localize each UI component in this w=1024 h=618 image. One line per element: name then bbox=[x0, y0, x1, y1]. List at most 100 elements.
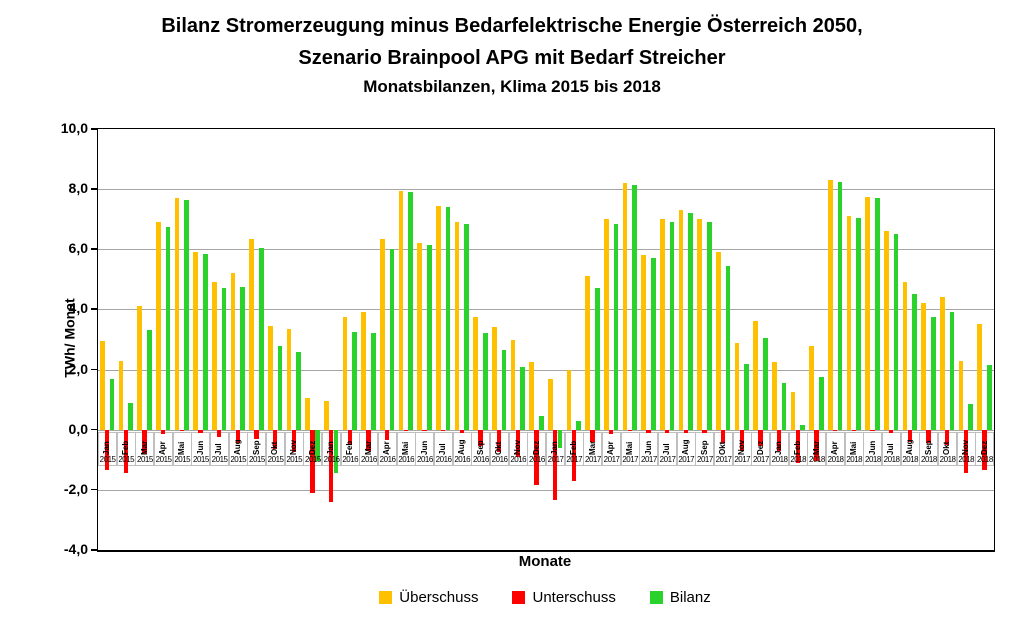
bar-bilanz-3 bbox=[147, 330, 152, 430]
chart-title-line2: Szenario Brainpool APG mit Bedarf Streic… bbox=[298, 47, 726, 69]
x-month-label: Jan bbox=[326, 440, 336, 455]
bar-unterschuss-27 bbox=[590, 429, 595, 442]
x-year-label: 2016 bbox=[398, 454, 415, 464]
x-year-label: 2018 bbox=[790, 454, 807, 464]
x-label-okt-2017: Okt 2017 bbox=[714, 431, 734, 466]
x-month-label: Dez bbox=[307, 440, 317, 455]
legend-label-unterschuss: Unterschuss bbox=[532, 589, 616, 606]
bar-unterschuss-21 bbox=[478, 429, 483, 447]
x-year-label: 2017 bbox=[678, 454, 695, 464]
x-label-aug-2016: Aug 2016 bbox=[452, 431, 472, 466]
x-month-label: Sep bbox=[699, 440, 709, 455]
x-label-dez-2017: Dez 2017 bbox=[751, 431, 771, 466]
x-month-label: Jan bbox=[102, 440, 112, 455]
bar-ueberschuss-25 bbox=[548, 378, 553, 430]
bar-ueberschuss-34 bbox=[716, 252, 721, 430]
bar-ueberschuss-43 bbox=[884, 231, 889, 430]
bar-bilanz-45 bbox=[931, 316, 936, 430]
x-label-apr-2015: Apr 2015 bbox=[154, 431, 174, 466]
legend-swatch-bilanz-icon bbox=[649, 591, 663, 604]
y-tick-label: 4,0 bbox=[68, 300, 88, 317]
bar-bilanz-11 bbox=[296, 351, 301, 430]
y-tick-label: 10,0 bbox=[60, 120, 88, 136]
legend-item-unterschuss: Unterschuss bbox=[512, 589, 616, 606]
x-month-label: Apr bbox=[382, 440, 392, 455]
bar-ueberschuss-38 bbox=[790, 392, 796, 430]
bar-ueberschuss-11 bbox=[286, 328, 292, 430]
x-label-jun-2018: Jun 2018 bbox=[863, 431, 883, 466]
x-month-label: Feb bbox=[568, 440, 578, 455]
x-label-okt-2018: Okt 2018 bbox=[938, 431, 958, 466]
bar-bilanz-21 bbox=[483, 333, 488, 430]
bar-unterschuss-40 bbox=[832, 429, 838, 432]
y-tick-mark bbox=[91, 488, 97, 491]
x-month-label: Aug bbox=[680, 439, 690, 455]
x-month-label: Jun bbox=[195, 440, 205, 455]
x-month-label: Aug bbox=[904, 439, 914, 455]
bar-ueberschuss-36 bbox=[753, 321, 758, 430]
bar-unterschuss-2 bbox=[123, 429, 129, 474]
x-month-label: Okt bbox=[942, 441, 952, 455]
bar-ueberschuss-10 bbox=[268, 325, 273, 430]
bar-ueberschuss-19 bbox=[436, 205, 441, 430]
x-month-label: Okt bbox=[494, 441, 504, 455]
x-year-label: 2018 bbox=[809, 454, 825, 464]
x-year-label: 2015 bbox=[137, 454, 153, 464]
bar-bilanz-34 bbox=[725, 265, 731, 430]
bar-unterschuss-30 bbox=[646, 429, 651, 433]
bar-unterschuss-29 bbox=[627, 429, 633, 432]
x-year-label: 2018 bbox=[939, 454, 956, 464]
x-label-jul-2015: Jul 2015 bbox=[210, 431, 230, 466]
bar-unterschuss-3 bbox=[142, 429, 147, 454]
bar-unterschuss-8 bbox=[235, 429, 241, 444]
bar-bilanz-29 bbox=[632, 184, 637, 430]
y-tick-label: -2,0 bbox=[63, 480, 88, 497]
x-label-jul-2018: Jul 2018 bbox=[882, 431, 902, 466]
bar-unterschuss-6 bbox=[198, 429, 203, 433]
bar-bilanz-4 bbox=[165, 226, 171, 430]
bar-bilanz-46 bbox=[949, 312, 955, 430]
bar-ueberschuss-13 bbox=[324, 401, 329, 430]
x-month-label: Jun bbox=[643, 440, 653, 455]
bar-ueberschuss-37 bbox=[772, 362, 777, 430]
bar-unterschuss-32 bbox=[683, 429, 689, 433]
gridline--2 bbox=[98, 489, 994, 491]
x-label-jul-2017: Jul 2017 bbox=[658, 431, 678, 466]
bar-unterschuss-15 bbox=[366, 429, 371, 451]
bar-bilanz-30 bbox=[651, 258, 656, 430]
x-year-label: 2016 bbox=[435, 454, 452, 464]
x-month-label: Sep bbox=[475, 440, 485, 455]
x-year-label: 2016 bbox=[454, 454, 471, 464]
x-month-label: Dez bbox=[979, 440, 989, 455]
x-year-label: 2015 bbox=[193, 454, 209, 464]
x-month-label: Aug bbox=[456, 439, 466, 455]
x-label-apr-2016: Apr 2016 bbox=[378, 431, 398, 466]
bar-ueberschuss-15 bbox=[361, 312, 366, 430]
x-month-label: Jun bbox=[419, 440, 429, 455]
bar-unterschuss-11 bbox=[291, 429, 297, 453]
y-tick-label: -4,0 bbox=[63, 541, 88, 557]
bar-ueberschuss-12 bbox=[305, 398, 310, 430]
x-month-label: Feb bbox=[120, 440, 130, 455]
x-month-label: Nov bbox=[736, 439, 746, 455]
bar-unterschuss-47 bbox=[963, 429, 969, 474]
bar-unterschuss-24 bbox=[534, 429, 539, 486]
bar-unterschuss-18 bbox=[422, 429, 427, 432]
x-year-label: 2017 bbox=[566, 454, 583, 464]
x-month-label: Nov bbox=[288, 439, 298, 455]
bar-unterschuss-38 bbox=[795, 429, 801, 463]
bar-bilanz-24 bbox=[539, 416, 544, 430]
bar-unterschuss-22 bbox=[496, 429, 502, 453]
bar-bilanz-12 bbox=[315, 429, 320, 462]
x-label-apr-2017: Apr 2017 bbox=[602, 431, 622, 466]
bar-ueberschuss-24 bbox=[529, 362, 534, 430]
bar-bilanz-47 bbox=[968, 404, 973, 430]
x-month-label: Mar bbox=[139, 440, 149, 455]
x-label-mai-2016: Mai 2016 bbox=[396, 431, 416, 466]
bar-bilanz-44 bbox=[912, 294, 917, 430]
bar-ueberschuss-33 bbox=[697, 219, 702, 430]
bar-ueberschuss-3 bbox=[137, 306, 142, 430]
y-tick-label: 0,0 bbox=[68, 420, 88, 437]
bar-unterschuss-5 bbox=[179, 429, 185, 432]
